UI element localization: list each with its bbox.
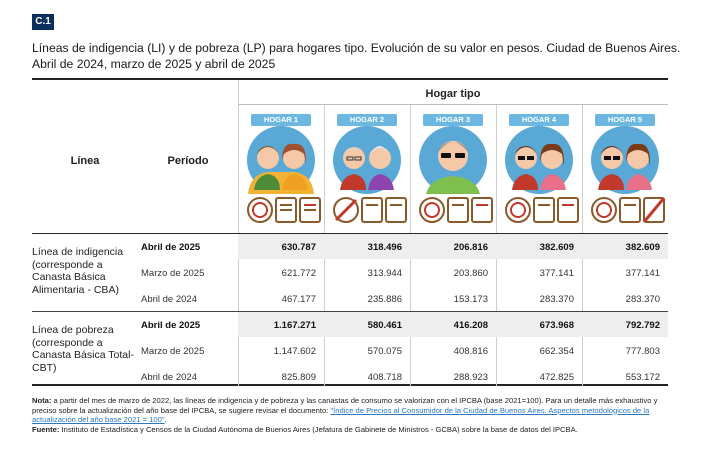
hogar-column-header: HOGAR 1 — [238, 108, 324, 232]
nota-end: . — [164, 415, 167, 425]
linea-pobreza-label: Línea de pobreza (corresponde a Canasta … — [32, 324, 134, 374]
value-cell: 283.370 — [539, 294, 574, 305]
value-cell: 553.172 — [625, 372, 660, 383]
value-cell: 382.609 — [539, 242, 574, 253]
table-title: Líneas de indigencia (LI) y de pobreza (… — [32, 41, 681, 71]
hogar-tag: HOGAR 5 — [595, 114, 655, 126]
header-hogar-tipo: Hogar tipo — [425, 88, 481, 100]
methodology-document-link[interactable]: "Índice de Precios al Consumidor de la C… — [32, 405, 650, 425]
highlight-row-bg — [238, 312, 668, 337]
periodo-cell: Abril de 2024 — [141, 372, 197, 383]
value-cell: 235.886 — [367, 294, 402, 305]
periodo-cell: Marzo de 2025 — [141, 346, 205, 357]
value-cell: 662.354 — [539, 346, 574, 357]
data-table: Línea Período Hogar tipo HOGAR 1 HOGAR 2 — [32, 78, 668, 386]
value-cell: 408.718 — [367, 372, 402, 383]
family-couple-icon — [247, 126, 321, 223]
value-cell: 408.816 — [453, 346, 488, 357]
value-cell: 630.787 — [281, 242, 316, 253]
nota-label: Nota: — [32, 396, 52, 405]
hogar-column-header: HOGAR 3 — [410, 108, 496, 232]
nota-text: a partir del mes de marzo de 2022, las l… — [32, 396, 658, 415]
periodo-cell: Abril de 2024 — [141, 294, 197, 305]
value-cell: 467.177 — [281, 294, 316, 305]
young-couple-icon — [505, 126, 579, 223]
header-linea: Línea — [70, 155, 100, 167]
hogar-tag: HOGAR 2 — [337, 114, 397, 126]
value-cell: 792.792 — [625, 320, 660, 331]
value-cell: 472.825 — [539, 372, 574, 383]
value-cell: 1.167.271 — [273, 320, 316, 331]
value-cell: 377.141 — [625, 268, 660, 279]
group-separator — [32, 311, 668, 312]
value-cell: 283.370 — [625, 294, 660, 305]
value-cell: 1.147.602 — [273, 346, 316, 357]
periodo-cell: Abril de 2025 — [141, 242, 201, 253]
value-cell: 673.968 — [539, 320, 574, 331]
value-cell: 153.173 — [453, 294, 488, 305]
value-cell: 416.208 — [453, 320, 488, 331]
value-cell: 382.609 — [625, 242, 660, 253]
periodo-cell: Abril de 2025 — [141, 320, 201, 331]
hogar-tag: HOGAR 1 — [251, 114, 311, 126]
fuente-text: Instituto de Estadística y Censos de la … — [59, 424, 578, 434]
header-divider — [238, 104, 668, 105]
value-cell: 377.141 — [539, 268, 574, 279]
fuente-label: Fuente: — [32, 424, 60, 434]
header-separator — [32, 233, 668, 234]
table-number-badge: C.1 — [32, 14, 54, 30]
value-cell: 203.860 — [453, 268, 488, 279]
table-notes: Nota: a partir del mes de marzo de 2022,… — [32, 396, 662, 434]
value-cell: 313.944 — [367, 268, 402, 279]
value-cell: 570.075 — [367, 346, 402, 357]
value-cell: 318.496 — [367, 242, 402, 253]
value-cell: 288.923 — [453, 372, 488, 383]
periodo-cell: Marzo de 2025 — [141, 268, 205, 279]
value-cell: 777.803 — [625, 346, 660, 357]
header-periodo: Período — [167, 155, 209, 167]
hogar-column-header: HOGAR 5 — [582, 108, 668, 232]
value-cell: 621.772 — [281, 268, 316, 279]
value-cell: 580.461 — [367, 320, 402, 331]
elderly-couple-icon — [333, 126, 407, 223]
highlight-row-bg — [238, 234, 668, 259]
value-cell: 206.816 — [453, 242, 488, 253]
hogar-tag: HOGAR 3 — [423, 114, 483, 126]
value-cell: 825.809 — [281, 372, 316, 383]
linea-indigencia-label: Línea de indigencia (corresponde a Canas… — [32, 246, 124, 296]
hogar-column-header: HOGAR 2 — [324, 108, 410, 232]
young-man-icon — [419, 126, 493, 223]
hogar-tag: HOGAR 4 — [509, 114, 569, 126]
hogar-column-header: HOGAR 4 — [496, 108, 582, 232]
young-couple-icon — [591, 126, 666, 223]
